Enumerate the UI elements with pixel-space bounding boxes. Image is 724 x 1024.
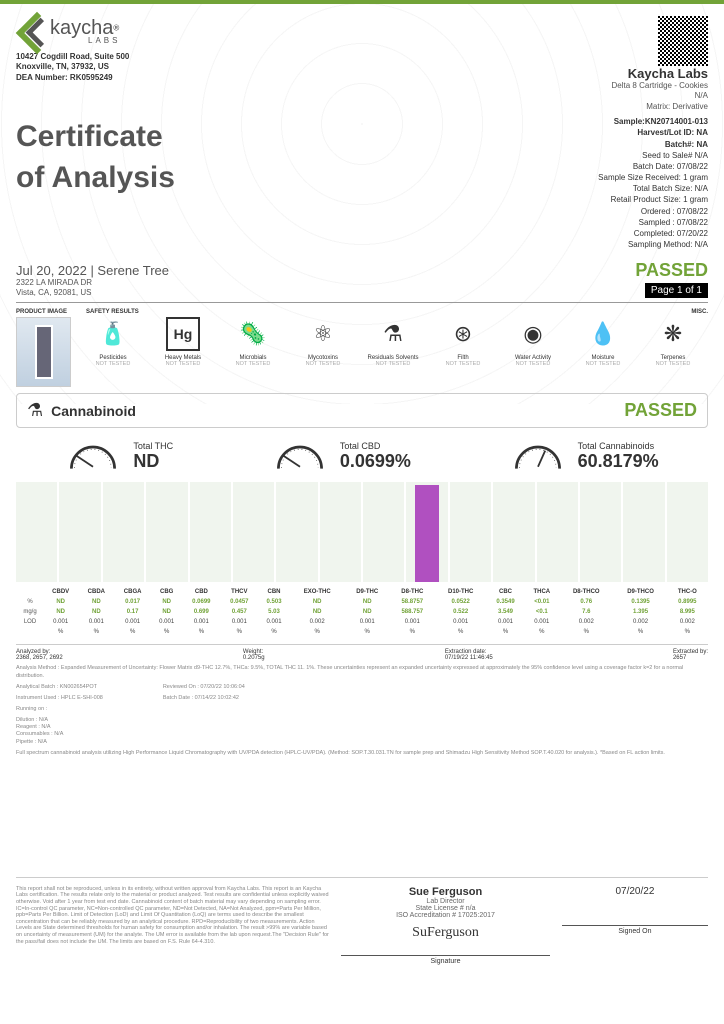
sample-info: Sample:KN20714001-013 Harvest/Lot ID: NA… [598, 116, 708, 250]
cannabinoid-chart [16, 482, 708, 582]
chart-bar [276, 482, 317, 582]
chart-bar [16, 482, 57, 582]
gauge-icon [510, 438, 566, 474]
disclaimer: This report shall not be reproduced, unl… [16, 886, 329, 965]
chart-bar [667, 482, 708, 582]
client-info: Jul 20, 2022 | Serene Tree 2322 LA MIRAD… [16, 263, 169, 299]
cert-title-1: Certificate [16, 120, 175, 153]
chart-bar [190, 482, 231, 582]
safety-item: ⚗Residuals SolventsNOT TESTED [365, 317, 421, 367]
gauge-thc: Total THCND [65, 438, 173, 474]
safety-icon: ◉ [516, 317, 550, 351]
cannabinoid-status: PASSED [624, 400, 697, 421]
chart-bar [59, 482, 100, 582]
safety-icons-row: 🧴PesticidesNOT TESTED HgHeavy MetalsNOT T… [78, 317, 708, 367]
safety-item: 🧴PesticidesNOT TESTED [85, 317, 141, 367]
product-name: Delta 8 Cartridge - Cookies [612, 81, 708, 91]
safety-results-label: SAFETY RESULTS [86, 309, 139, 315]
safety-item: ⚛MycotoxinsNOT TESTED [295, 317, 351, 367]
header: kaycha® LABS 10427 Cogdill Road, Suite 5… [16, 16, 708, 112]
safety-item: ⊛FilthNOT TESTED [435, 317, 491, 367]
logo-subtext: LABS [88, 36, 120, 45]
chart-bar [580, 482, 621, 582]
safety-icon: 💧 [586, 317, 620, 351]
chart-bar [233, 482, 274, 582]
safety-item: 💧MoistureNOT TESTED [575, 317, 631, 367]
page-number: Page 1 of 1 [645, 283, 708, 298]
safety-icon: ⊛ [446, 317, 480, 351]
chart-bar [623, 482, 664, 582]
signature-block: Sue Ferguson Lab Director State License … [341, 886, 550, 965]
safety-icon: Hg [166, 317, 200, 351]
gauge-icon [65, 438, 121, 474]
chart-bar [103, 482, 144, 582]
chart-bar [406, 482, 447, 582]
logo: kaycha® LABS [16, 16, 129, 46]
safety-icon: 🧴 [96, 317, 130, 351]
chart-bar [363, 482, 404, 582]
product-image-label: PRODUCT IMAGE [16, 309, 76, 315]
chart-bar [493, 482, 534, 582]
qr-code [658, 16, 708, 66]
lab-address: 10427 Cogdill Road, Suite 500 Knoxville,… [16, 52, 129, 83]
cannabinoid-title: Cannabinoid [51, 403, 136, 419]
safety-item: ❋TerpenesNOT TESTED [645, 317, 701, 367]
gauge-total: Total Cannabinoids60.8179% [510, 438, 659, 474]
chart-bar [320, 482, 361, 582]
signed-date: 07/20/22 Signed On [562, 886, 708, 965]
footer: This report shall not be reproduced, unl… [16, 877, 708, 965]
safety-icon: ⚗ [376, 317, 410, 351]
chart-bar [537, 482, 578, 582]
safety-item: ◉Water ActivityNOT TESTED [505, 317, 561, 367]
product-image [16, 317, 71, 387]
overall-status: PASSED [635, 260, 708, 281]
misc-label: MISC. [691, 309, 708, 315]
safety-icon: ⚛ [306, 317, 340, 351]
safety-item: 🦠MicrobialsNOT TESTED [225, 317, 281, 367]
meta-row: Analyzed by: 2368, 2657, 2692 Weight: 0.… [16, 644, 708, 661]
cannabinoid-table: CBDVCBDACBGACBGCBDTHCVCBNEXO-THCD9-THCD8… [16, 586, 708, 638]
gauge-icon [272, 438, 328, 474]
cert-title-2: of Analysis [16, 161, 175, 194]
flask-icon: ⚗ [27, 400, 43, 421]
chart-bar [450, 482, 491, 582]
safety-item: HgHeavy MetalsNOT TESTED [155, 317, 211, 367]
safety-icon: 🦠 [236, 317, 270, 351]
analysis-method: Analysis Method : Expanded Measurement o… [16, 665, 708, 679]
safety-icon: ❋ [656, 317, 690, 351]
chart-bar [146, 482, 187, 582]
logo-chevron-icon [16, 16, 46, 46]
gauge-cbd: Total CBD0.0699% [272, 438, 411, 474]
